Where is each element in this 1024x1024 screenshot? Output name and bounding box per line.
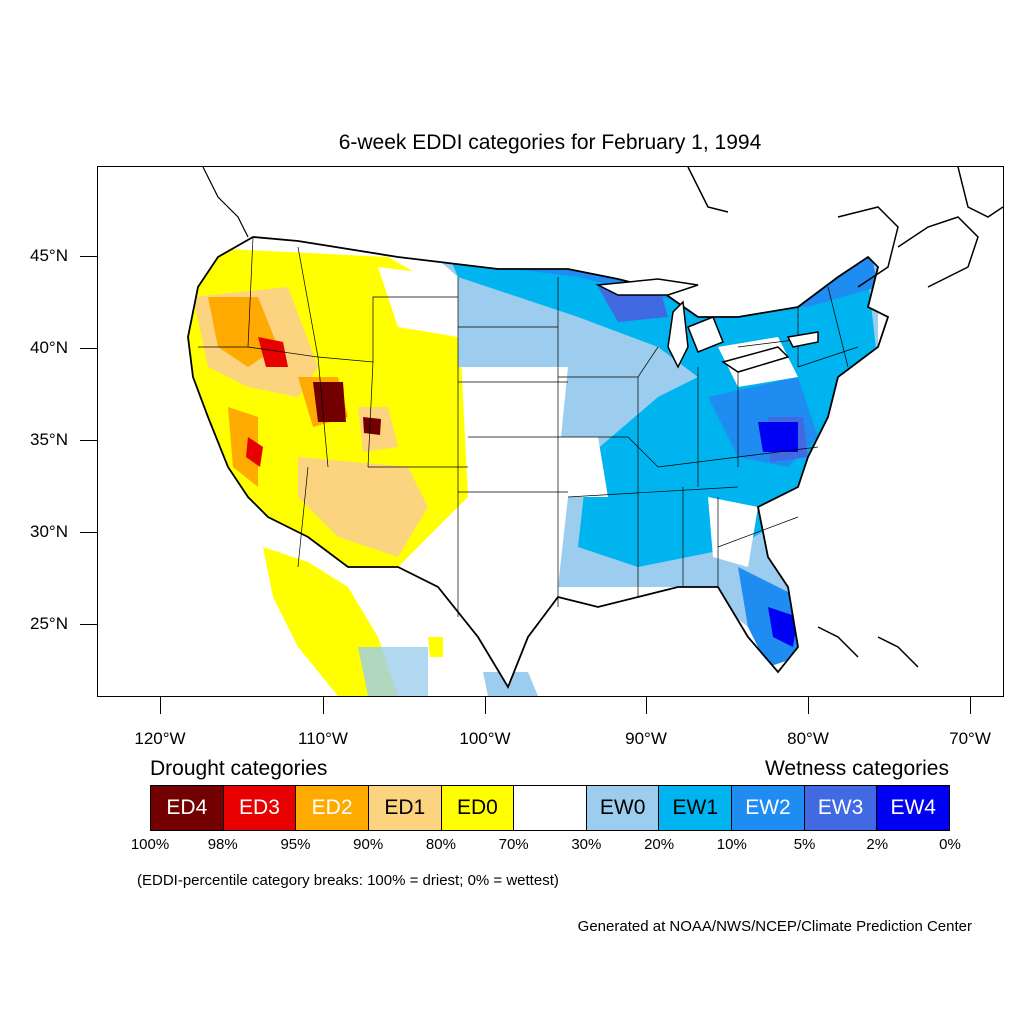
percentile-break-label: 80% (425, 836, 456, 853)
legend-cell-ew3: EW3 (804, 786, 878, 830)
pacific-coastline (202, 167, 249, 238)
lon-tick (646, 697, 647, 714)
legend-cell-ed1: ED1 (368, 786, 442, 830)
percentile-break-label: 95% (280, 836, 311, 853)
conus-outline (187, 236, 890, 690)
legend-cell-ew4: EW4 (877, 786, 950, 830)
lat-label-25: 25°N (30, 614, 68, 633)
conus-shading (188, 237, 888, 687)
lon-label-70: 70°W (949, 729, 991, 748)
lat-label-35: 35°N (30, 430, 68, 449)
credit-line: Generated at NOAA/NWS/NCEP/Climate Predi… (577, 918, 972, 935)
percentile-break-label: 2% (866, 836, 889, 853)
legend-cell-ew1: EW1 (659, 786, 733, 830)
drought-categories-title: Drought categories (150, 757, 328, 780)
percentile-break-label: 100% (130, 836, 170, 853)
percentile-break-label: 0% (939, 836, 961, 853)
mexico-region (263, 547, 538, 696)
lon-tick (970, 697, 971, 714)
state-boundaries (198, 236, 859, 617)
great-lakes (595, 278, 819, 373)
legend-cell-neutral (514, 786, 587, 830)
lon-label-100: 100°W (459, 729, 511, 748)
lat-label-45: 45°N (30, 246, 68, 265)
lon-tick (160, 697, 161, 714)
map-title: 6-week EDDI categories for February 1, 1… (338, 131, 762, 154)
wetness-categories-title: Wetness categories (764, 757, 949, 780)
lat-tick (80, 532, 97, 533)
lon-label-110: 110°W (298, 729, 348, 748)
percentile-break-label: 98% (207, 836, 238, 853)
percentile-break-label: 20% (644, 836, 675, 853)
legend-color-bar: ED4 ED3 ED2 ED1 ED0 EW0 EW1 EW2 EW3 EW4 (150, 785, 950, 831)
percentile-break-label: 70% (498, 836, 529, 853)
percentile-break-label: 5% (793, 836, 816, 853)
lon-label-120: 120°W (134, 729, 186, 748)
lon-tick (485, 697, 486, 714)
percentile-break-label: 90% (353, 836, 384, 853)
legend-cell-ew0: EW0 (586, 786, 660, 830)
percentile-break-label: 30% (571, 836, 602, 853)
lon-tick (323, 697, 324, 714)
map-panel (97, 166, 1004, 697)
lon-label-90: 90°W (625, 729, 667, 748)
category-note: (EDDI-percentile category breaks: 100% =… (137, 872, 559, 889)
percentile-break-label: 10% (716, 836, 747, 853)
legend-cell-ed2: ED2 (296, 786, 369, 830)
lat-tick (80, 624, 97, 625)
lat-tick (80, 256, 97, 257)
lat-label-30: 30°N (30, 522, 68, 541)
canada-coastline (687, 167, 1003, 668)
lat-tick (80, 348, 97, 349)
legend-cell-ed0: ED0 (441, 786, 515, 830)
legend-cell-ew2: EW2 (732, 786, 805, 830)
lon-tick (808, 697, 809, 714)
lon-label-80: 80°W (787, 729, 829, 748)
legend-cell-ed3: ED3 (223, 786, 297, 830)
lat-tick (80, 440, 97, 441)
eddi-map (187, 167, 1003, 696)
lat-label-40: 40°N (30, 338, 68, 357)
legend-cell-ed4: ED4 (151, 786, 224, 830)
